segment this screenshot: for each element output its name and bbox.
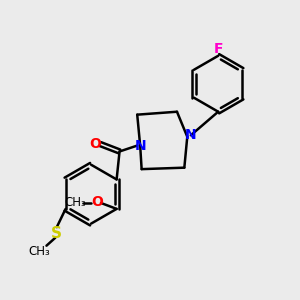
Text: S: S [51, 226, 62, 241]
Text: N: N [134, 139, 146, 153]
Text: F: F [213, 42, 223, 56]
Text: CH₃: CH₃ [28, 245, 50, 258]
Text: N: N [185, 128, 196, 142]
Text: O: O [91, 195, 103, 209]
Text: CH₃: CH₃ [64, 196, 86, 209]
Text: O: O [89, 137, 101, 151]
